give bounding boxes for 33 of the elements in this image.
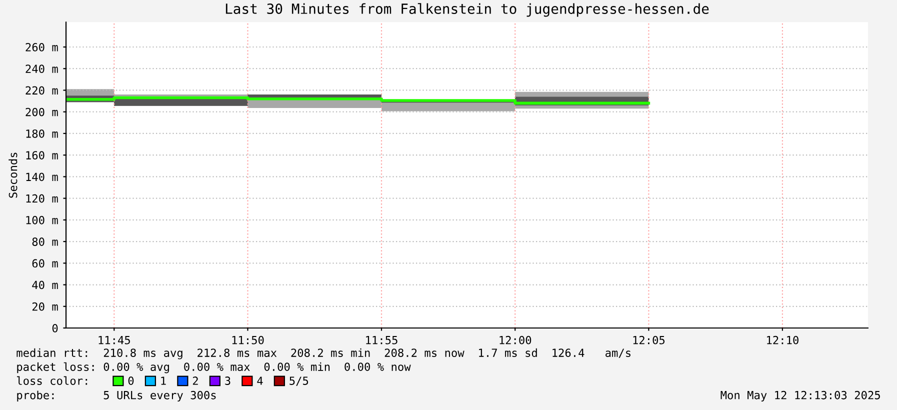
- x-tick-label: 12:10: [767, 336, 798, 344]
- legend-title: loss color:: [17, 376, 88, 385]
- y-tick-label: 80 m: [32, 238, 58, 246]
- y-tick-label: 0: [52, 324, 58, 332]
- text: probe: 5 URLs every 300s: [17, 390, 216, 402]
- x-tick-label: 12:05: [633, 336, 665, 344]
- x-tick-label: 12:00: [500, 336, 532, 344]
- y-tick-label: 40 m: [32, 280, 58, 290]
- y-tick-label: 20 m: [32, 302, 58, 311]
- text: median rtt: 210.8 ms avg 212.8 ms max 208.2 ms min 208.2 ms now 1.7 ms sd 126.4 am/s: [16, 348, 630, 360]
- y-tick-label: 160 m: [26, 151, 58, 160]
- text: packet loss: 0.00 % avg 0.00 % max 0.00 % min 0.00 % now: [17, 362, 411, 374]
- chart-title: Last 30 Minutes from Falkenstein to jugendpresse-hessen.de: [226, 3, 709, 17]
- y-tick-label: 260 m: [26, 43, 58, 52]
- x-tick-label: 11:50: [232, 336, 264, 344]
- y-tick-label: 240 m: [26, 64, 58, 74]
- text: Mon May 12 12:13:03 2025: [720, 390, 880, 402]
- y-tick-label: 140 m: [26, 172, 58, 182]
- y-tick-label: 100 m: [26, 216, 58, 224]
- legend-label: 2: [192, 376, 198, 385]
- legend-label: 5/5: [290, 376, 308, 386]
- y-axis-title: Seconds: [8, 152, 18, 198]
- y-tick-label: 180 m: [26, 129, 58, 138]
- x-tick-label: 11:55: [366, 336, 398, 344]
- y-tick-label: 60 m: [32, 259, 58, 268]
- y-tick-label: 200 m: [26, 108, 58, 116]
- legend-label: 1: [161, 376, 166, 385]
- x-tick-label: 11:45: [98, 336, 130, 344]
- y-tick-label: 220 m: [26, 86, 58, 95]
- legend-label: 0: [128, 376, 134, 385]
- y-tick-label: 120 m: [26, 194, 58, 203]
- legend-label: 3: [225, 376, 230, 385]
- legend-label: 4: [257, 376, 263, 385]
